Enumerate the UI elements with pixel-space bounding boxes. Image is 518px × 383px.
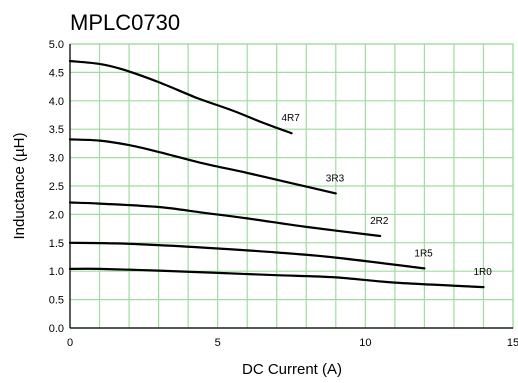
series-line-1r0 [68, 267, 485, 289]
x-tick-label: 15 [507, 337, 518, 349]
series-line-1r5 [68, 241, 426, 270]
series-label-3r3: 3R3 [326, 173, 345, 184]
tick-labels: 0.0 0.5 1.0 1.5 2.0 2.5 3.0 3.5 4.0 4.5 5.0 0 5 10 15 [49, 39, 518, 349]
y-tick-label: 5.0 [49, 39, 64, 51]
series-line-4r7 [68, 59, 293, 135]
grid [69, 43, 514, 329]
y-tick-label: 0.0 [49, 323, 64, 335]
series-label-4r7: 4R7 [282, 113, 301, 124]
y-tick-label: 4.5 [49, 67, 64, 79]
y-tick-label: 2.5 [49, 181, 64, 193]
y-axis-label: Inductance (µH) [11, 132, 28, 239]
y-tick-label: 3.0 [49, 153, 64, 165]
y-tick-label: 0.5 [49, 295, 64, 307]
x-tick-label: 0 [67, 337, 73, 349]
x-axis-label: DC Current (A) [242, 361, 342, 378]
series-label-1r5: 1R5 [414, 248, 433, 259]
y-tick-label: 4.0 [49, 96, 64, 108]
series-label-2r2: 2R2 [370, 216, 389, 227]
series-label-1r0: 1R0 [473, 267, 492, 278]
x-tick-label: 5 [215, 337, 221, 349]
series-line-3r3 [68, 138, 337, 195]
chart-title: MPLC0730 [70, 10, 180, 35]
series-group: 4R7 3R3 2R2 1R5 1R0 [68, 59, 492, 289]
y-tick-label: 3.5 [49, 124, 64, 136]
y-tick-label: 2.0 [49, 209, 64, 221]
y-tick-label: 1.5 [49, 238, 64, 250]
x-tick-label: 10 [359, 337, 371, 349]
series-line-2r2 [68, 201, 382, 238]
y-tick-label: 1.0 [49, 266, 64, 278]
